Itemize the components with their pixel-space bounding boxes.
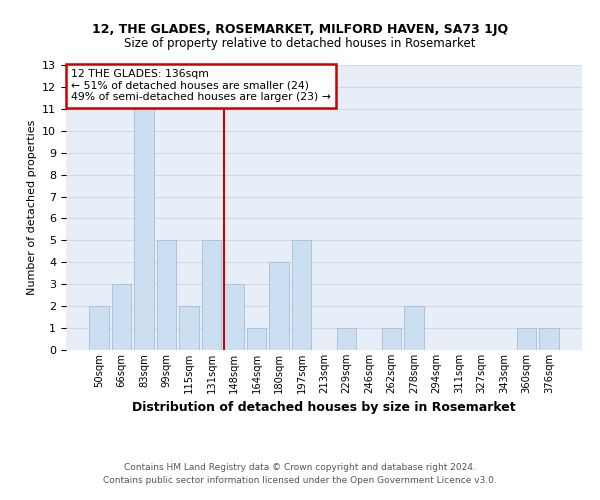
Text: Contains public sector information licensed under the Open Government Licence v3: Contains public sector information licen… (103, 476, 497, 485)
Bar (224, 284, 244, 350)
Text: 12, THE GLADES, ROSEMARKET, MILFORD HAVEN, SA73 1JQ: 12, THE GLADES, ROSEMARKET, MILFORD HAVE… (92, 22, 508, 36)
Bar (382, 328, 401, 350)
Bar (157, 240, 176, 350)
X-axis label: Distribution of detached houses by size in Rosemarket: Distribution of detached houses by size … (132, 402, 516, 414)
Text: Size of property relative to detached houses in Rosemarket: Size of property relative to detached ho… (124, 38, 476, 51)
Bar (89, 306, 109, 350)
Bar (179, 306, 199, 350)
Bar (539, 328, 559, 350)
Bar (404, 306, 424, 350)
Bar (517, 328, 536, 350)
Bar (292, 240, 311, 350)
Bar (337, 328, 356, 350)
Bar (112, 284, 131, 350)
Y-axis label: Number of detached properties: Number of detached properties (26, 120, 37, 295)
Bar (269, 262, 289, 350)
Bar (134, 109, 154, 350)
Bar (247, 328, 266, 350)
Text: Contains HM Land Registry data © Crown copyright and database right 2024.: Contains HM Land Registry data © Crown c… (124, 462, 476, 471)
Bar (202, 240, 221, 350)
Text: 12 THE GLADES: 136sqm
← 51% of detached houses are smaller (24)
49% of semi-deta: 12 THE GLADES: 136sqm ← 51% of detached … (71, 70, 331, 102)
